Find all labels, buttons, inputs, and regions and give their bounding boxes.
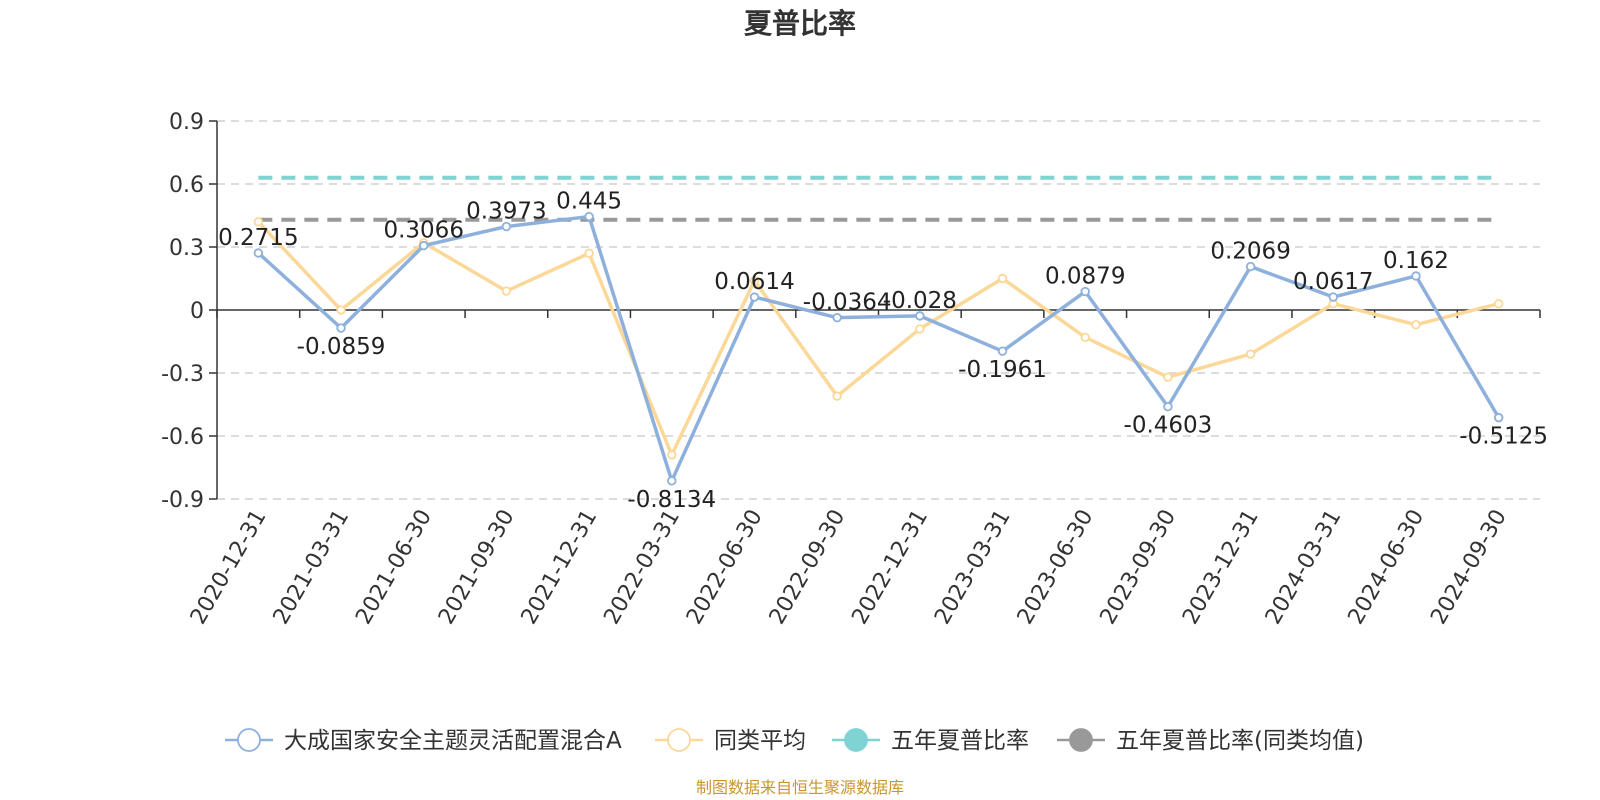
x-tick-label: 2020-12-31 [186,506,272,629]
y-tick-label: 0.9 [169,110,204,135]
y-tick-label: 0 [190,299,204,324]
data-point [253,217,264,227]
data-point [832,312,842,323]
legend-label: 五年夏普比率(同类均值) [1116,728,1364,754]
data-label: 0.3066 [383,218,463,244]
data-point [1163,401,1173,412]
x-tick-label: 2022-06-30 [682,506,768,629]
x-tick-label: 2024-09-30 [1426,506,1512,629]
legend[interactable]: 大成国家安全主题灵活配置混合A 同类平均 五年夏普比率 五年夏普比率(同类均值) [225,728,1364,754]
x-tick-label: 2024-03-31 [1261,506,1347,629]
data-point [1245,261,1256,272]
legend-item[interactable]: 五年夏普比率 [832,728,1029,754]
legend-item[interactable]: 五年夏普比率(同类均值) [1057,728,1364,754]
data-label: -0.0364 [803,290,892,316]
x-tick-label: 2022-09-30 [765,506,851,629]
data-point [253,248,264,258]
data-label: -0.028 [883,288,957,314]
data-point [997,346,1008,356]
legend-swatch-marker [237,728,261,752]
y-tick-label: -0.6 [161,425,204,450]
data-point [336,323,346,333]
data-point [997,273,1008,284]
data-point [1163,372,1173,382]
data-label: 0.162 [1383,248,1449,274]
legend-swatch-marker [667,728,691,752]
data-point [667,450,677,460]
data-label: 0.2069 [1210,239,1290,265]
series-layer [253,211,1504,486]
data-label: 0.3973 [466,199,546,225]
data-point [1493,412,1504,423]
series-line [257,220,1500,457]
chart-title: 夏普比率 [744,7,856,40]
series-line [257,214,1501,483]
x-tick-label: 2022-12-31 [847,506,933,629]
x-tick-label: 2021-03-31 [269,506,355,629]
x-tick-label: 2023-12-31 [1178,506,1264,629]
data-point [832,391,842,401]
data-label: -0.1961 [958,357,1047,383]
data-point [501,221,512,232]
data-point [336,305,346,315]
legend-item[interactable]: 同类平均 [655,728,806,754]
data-label: 0.445 [556,189,622,215]
x-tick-label: 2024-06-30 [1344,506,1430,629]
y-tick-label: -0.9 [161,488,204,513]
x-tick-label: 2021-12-31 [517,506,603,629]
x-tick-label: 2023-09-30 [1096,506,1182,629]
x-tick-label: 2023-03-31 [930,506,1016,629]
x-tick-label: 2021-06-30 [351,506,437,629]
x-tick-label: 2022-03-31 [599,506,685,629]
legend-label: 五年夏普比率 [891,728,1029,754]
data-label: -0.5125 [1459,424,1548,450]
legend-swatch-marker [844,728,868,752]
data-label: 0.0614 [714,269,794,295]
data-point [1411,271,1421,281]
data-point [1493,299,1504,309]
x-tick-label: 2021-09-30 [434,506,520,629]
legend-label: 大成国家安全主题灵活配置混合A [284,728,622,754]
data-label: 0.0879 [1045,264,1125,290]
y-tick-label: 0.3 [169,236,204,261]
data-point [501,286,512,296]
data-point [1328,292,1338,302]
data-label: -0.8134 [627,487,716,513]
data-label: 0.0617 [1293,269,1373,295]
legend-item[interactable]: 大成国家安全主题灵活配置混合A [225,728,622,754]
data-point [584,248,594,258]
data-label: -0.0859 [297,334,386,360]
data-point [1245,349,1256,359]
data-point [667,476,677,486]
data-source-note: 制图数据来自恒生聚源数据库 [696,778,904,797]
data-label: 0.2715 [218,225,298,251]
legend-label: 同类平均 [714,728,806,754]
data-point [749,292,760,302]
grid-layer [217,120,1540,500]
axis-layer: 0.9 0.6 0.3 0 -0.3 -0.6 -0.92020-12-312021-03-… [161,110,1541,629]
y-tick-label: -0.3 [161,362,204,387]
x-tick-label: 2023-06-30 [1013,506,1099,629]
y-tick-label: 0.6 [169,173,204,198]
data-point [1080,332,1090,342]
data-point [1080,286,1090,297]
data-point [915,311,925,321]
data-point [1411,320,1421,330]
data-point [915,324,925,334]
legend-swatch-marker [1069,728,1093,752]
data-point [584,211,594,222]
data-label: -0.4603 [1124,413,1213,439]
data-point [749,275,760,286]
data-point [419,240,429,251]
